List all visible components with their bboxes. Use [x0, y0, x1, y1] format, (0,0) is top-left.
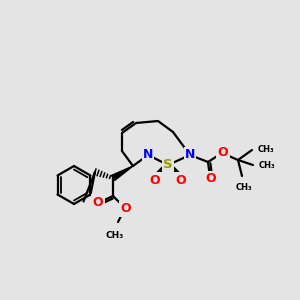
- Text: CH₃: CH₃: [259, 160, 276, 169]
- Text: CH₃: CH₃: [106, 231, 124, 240]
- Text: O: O: [121, 202, 131, 215]
- Text: O: O: [176, 173, 186, 187]
- Polygon shape: [112, 166, 133, 181]
- Text: CH₃: CH₃: [236, 183, 252, 192]
- Text: O: O: [93, 196, 103, 208]
- Text: O: O: [218, 146, 228, 158]
- Text: O: O: [206, 172, 216, 185]
- Text: S: S: [163, 158, 173, 172]
- Text: O: O: [150, 173, 160, 187]
- Text: N: N: [185, 148, 195, 161]
- Text: CH₃: CH₃: [258, 146, 274, 154]
- Text: N: N: [143, 148, 153, 161]
